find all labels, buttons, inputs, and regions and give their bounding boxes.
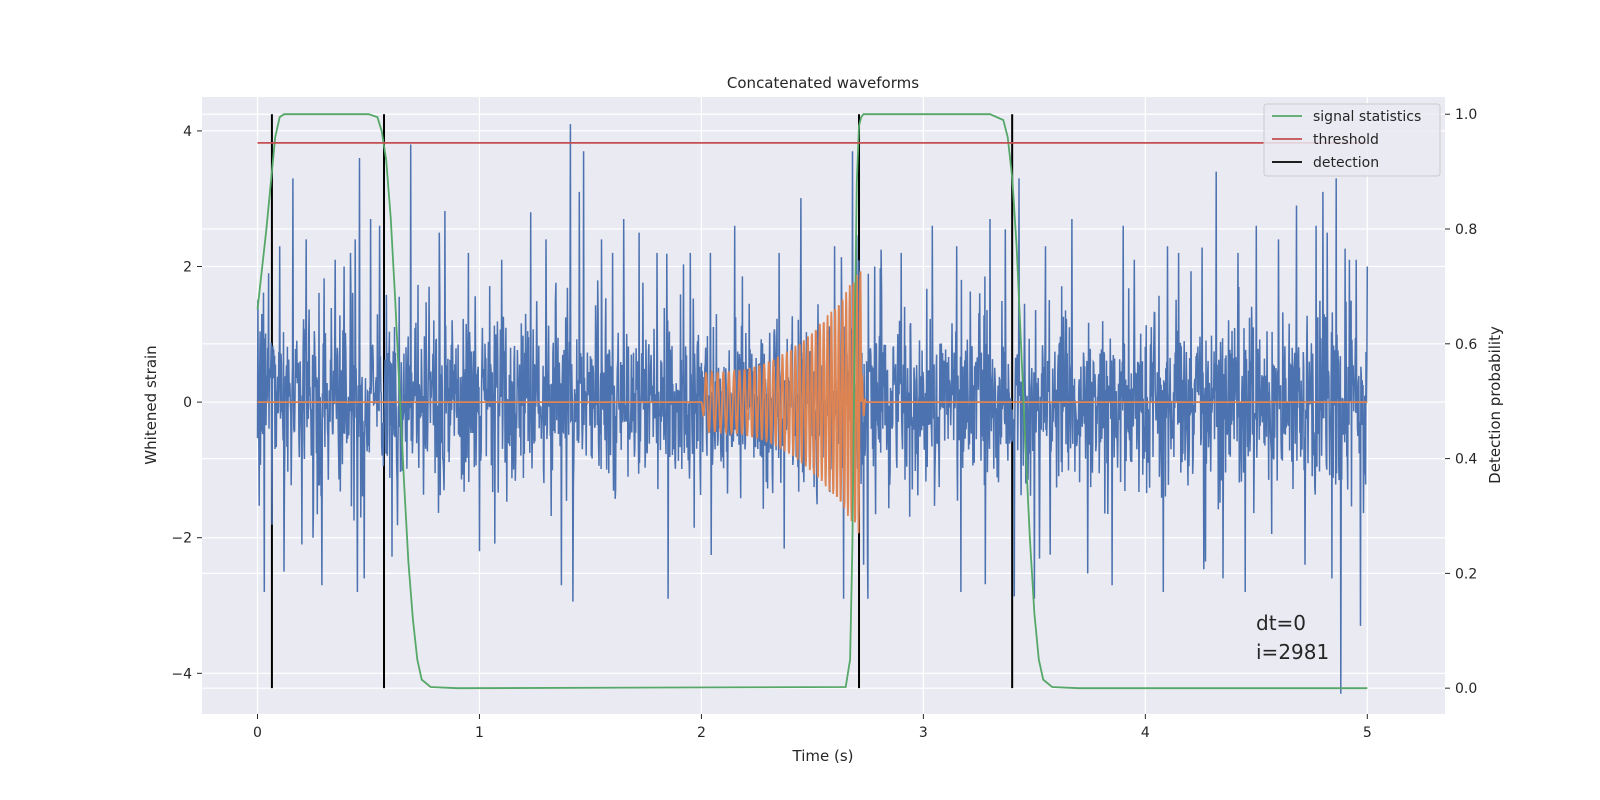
annotation-i: i=2981	[1256, 640, 1329, 664]
waveform-series	[257, 271, 1368, 534]
y-tick-label: −4	[171, 666, 192, 682]
x-axis-label: Time (s)	[792, 747, 854, 765]
waveform-line	[257, 271, 1368, 534]
x-tick-label: 3	[919, 725, 928, 741]
x-tick-label: 1	[475, 725, 484, 741]
y2-axis-label: Detection probability	[1486, 326, 1504, 484]
legend-label-threshold: threshold	[1313, 132, 1379, 148]
x-tick-label: 4	[1141, 725, 1150, 741]
y2-tick-label: 0.2	[1455, 566, 1477, 582]
annotation-dt: dt=0	[1256, 611, 1306, 635]
chart-title: Concatenated waveforms	[727, 74, 919, 92]
y-tick-label: −2	[171, 531, 192, 547]
y2-tick-label: 0.0	[1455, 681, 1477, 697]
signal-statistics-line	[256, 113, 1368, 690]
y-axis-label: Whitened strain	[142, 345, 160, 464]
ticks: 0 1 2 3 4 5 −4 −2 0 2 4 0.0 0.2 0.4 0.6 0.8 1.0	[171, 107, 1477, 741]
legend: signal statistics threshold detection	[1263, 103, 1441, 177]
y2-tick-label: 0.8	[1455, 222, 1477, 238]
y-tick-label: 2	[183, 260, 192, 276]
legend-box	[1263, 103, 1441, 177]
y2-tick-label: 0.4	[1455, 452, 1477, 468]
probability-series	[256, 113, 1368, 690]
x-tick-label: 5	[1363, 725, 1372, 741]
y2-tick-label: 0.6	[1455, 337, 1477, 353]
x-tick-label: 0	[253, 725, 262, 741]
y-tick-label: 0	[183, 395, 192, 411]
y2-tick-label: 1.0	[1455, 107, 1477, 123]
y-tick-label: 4	[183, 124, 192, 140]
legend-label-detection: detection	[1313, 155, 1379, 171]
legend-label-signal-statistics: signal statistics	[1313, 109, 1421, 125]
x-tick-label: 2	[697, 725, 706, 741]
